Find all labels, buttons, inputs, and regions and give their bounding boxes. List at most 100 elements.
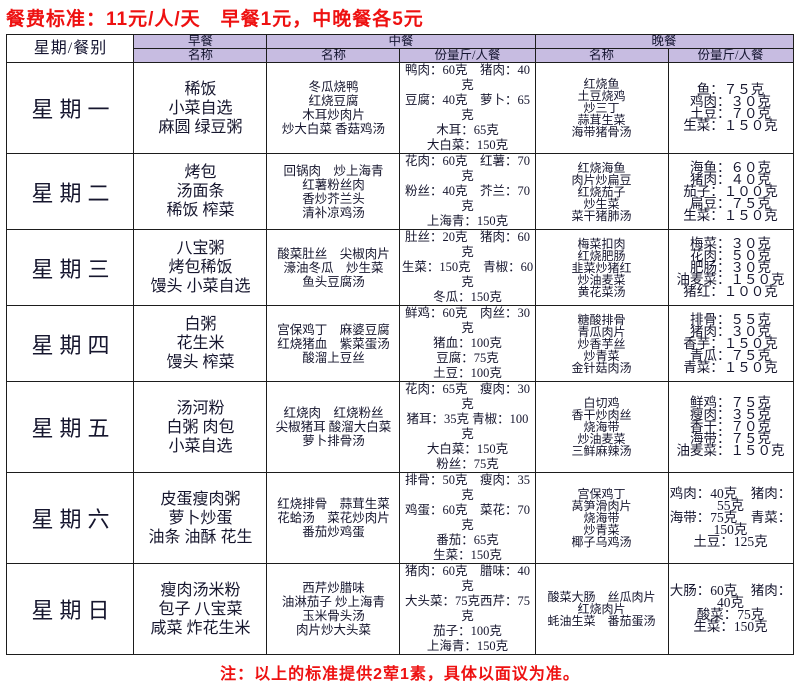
menu-line: 小菜自选	[168, 437, 233, 455]
menu-line: 红烧茄子	[577, 184, 626, 199]
menu-line: 猪耳：35克 青椒：100克	[406, 412, 529, 441]
menu-line: 白切鸡	[583, 396, 620, 410]
footer-note: 注：以上的标准提供2荤1素，具体以面议为准。	[220, 666, 580, 683]
lunch-portion-cell: 鲜鸡：60克 肉丝：30克 猪血：100克 豆腐：75克 土豆：100克	[399, 305, 536, 382]
menu-line: 酸菜：75克	[696, 607, 765, 622]
menu-line: 鸡肉：40克 猪肉：55克	[669, 486, 792, 513]
menu-line: 香干炒肉丝	[571, 408, 632, 422]
dinner-name-cell: 白切鸡 香干炒肉丝 烧海带 炒油麦菜 三鲜麻辣汤	[534, 381, 669, 473]
menu-line: 菜干猪肺汤	[571, 208, 632, 223]
menu-line: 香芋：１５０克	[683, 335, 778, 351]
day-cell: 星期四	[6, 305, 135, 382]
menu-line: 梅菜扣肉	[577, 236, 626, 251]
menu-line: 星期六	[31, 507, 116, 532]
menu-line: 上海青：150克	[426, 214, 509, 228]
lunch-name-cell: 西芹炒腊味 油淋茄子 炒上海青 玉米骨头汤 肉片炒大头菜	[266, 563, 401, 655]
menu-line: 排骨：50克 瘦肉：35克	[404, 473, 530, 503]
lunch-name-cell: 红烧肉 红烧粉丝 尖椒猪耳 酸溜大白菜 萝卜排骨汤	[266, 381, 401, 473]
menu-line: 香炒芥兰头	[302, 191, 365, 206]
dinner-portion-header: 份量斤/人餐	[667, 48, 794, 63]
breakfast-name-header: 名称	[133, 48, 268, 63]
dinner-name-cell: 糖酸排骨 青瓜肉片 炒香芋丝 炒青菜 金针菇肉汤	[534, 305, 669, 382]
menu-line: 红烧鱼	[583, 77, 620, 91]
menu-line: 海带猪骨汤	[571, 125, 632, 139]
menu-line: 宫保鸡丁 麻婆豆腐	[277, 322, 390, 337]
dinner-name-header: 名称	[534, 48, 669, 63]
menu-line: 青瓜肉片	[577, 324, 626, 339]
menu-line: 红烧豆腐	[308, 94, 359, 108]
menu-line: 宫保鸡丁	[577, 487, 626, 501]
menu-line: 茄子：100克	[433, 624, 502, 638]
menu-line: 肉片炒扁豆	[571, 172, 632, 187]
day-cell: 星期二	[6, 153, 135, 230]
breakfast-cell: 八宝粥 烤包稀饭 馒头 小菜自选	[133, 229, 268, 306]
menu-line: 炒三丁	[583, 101, 620, 115]
breakfast-cell: 烤包 汤面条 稀饭 榨菜	[133, 153, 268, 230]
menu-line: 大头菜：75克西芹：75克	[404, 594, 530, 623]
table-row: 星期一 稀饭 小菜自选 麻圆 绿豆粥 冬瓜烧鸭 红烧豆腐 木耳炒肉片 炒大白菜 香菇鸡汤 鸭肉：…	[6, 62, 794, 154]
lunch-name-cell: 冬瓜烧鸭 红烧豆腐 木耳炒肉片 炒大白菜 香菇鸡汤	[266, 62, 401, 154]
menu-line: 油麦菜：１５０克	[676, 443, 785, 458]
menu-line: 青瓜：７５克	[690, 347, 771, 363]
menu-line: 烧海带	[583, 420, 620, 434]
menu-line: 烤包	[184, 164, 217, 181]
menu-line: 上海青：150克	[426, 639, 509, 653]
menu-line: 海带：７５克	[690, 431, 771, 446]
dinner-name-cell: 宫保鸡丁 莴笋滑肉片 烧海带 炒青菜 椰子乌鸡汤	[534, 472, 669, 564]
lunch-portion-cell: 排骨：50克 瘦肉：35克 鸡蛋：60克 菜花：70克 番茄：65克 生菜：150克	[399, 472, 536, 564]
dinner-portion-cell: 排骨：５５克 猪肉：３０克 香芋：１５０克 青瓜：７５克 青菜：１５０克	[667, 305, 794, 382]
menu-line: 皮蛋瘦肉粥	[160, 490, 241, 508]
menu-line: 鲜鸡：７５克	[690, 395, 771, 410]
menu-line: 韭菜炒猪红	[571, 260, 632, 275]
menu-line: 生菜：１５０克	[683, 118, 778, 133]
menu-line: 生菜：150克 青椒：60克	[401, 260, 534, 289]
menu-line: 炒青菜	[583, 523, 620, 537]
menu-line: 星期四	[31, 332, 116, 358]
menu-line: 濠油冬瓜 炒生菜	[283, 260, 384, 275]
menu-line: 鲜鸡：60克 肉丝：30克	[404, 306, 530, 336]
table-row: 星期四 白粥 花生米 馒头 榨菜 宫保鸡丁 麻婆豆腐 红烧猪血 紫菜蛋汤 酸溜上豆丝 鲜鸡：6…	[6, 305, 794, 382]
menu-line: 花肉：65克 瘦肉：30克	[404, 382, 530, 412]
menu-line: 咸菜 炸花生米	[150, 619, 251, 637]
corner-header: 星期/餐别	[6, 34, 135, 63]
menu-line: 扁豆：７５克	[690, 195, 771, 211]
menu-line: 红薯粉丝肉	[302, 177, 365, 192]
menu-line: 酸菜大肠 丝瓜肉片	[547, 590, 656, 604]
menu-line: 冬瓜烧鸭	[308, 80, 359, 94]
breakfast-cell: 白粥 花生米 馒头 榨菜	[133, 305, 268, 382]
menu-line: 汤面条	[176, 183, 225, 200]
menu-line: 梅菜：３０克	[690, 235, 771, 251]
menu-line: 回锅肉 炒上海青	[283, 163, 384, 178]
table-row: 星期五 汤河粉 白粥 肉包 小菜自选 红烧肉 红烧粉丝 尖椒猪耳 酸溜大白菜 萝卜排骨汤 花肉…	[6, 381, 794, 473]
menu-line: 红烧排骨 蒜茸生菜	[277, 497, 390, 511]
menu-line: 三鲜麻辣汤	[571, 444, 632, 458]
menu-line: 豆腐：75克	[436, 351, 499, 365]
lunch-name-cell: 宫保鸡丁 麻婆豆腐 红烧猪血 紫菜蛋汤 酸溜上豆丝	[266, 305, 401, 382]
menu-line: 包子 八宝菜	[158, 600, 243, 618]
menu-line: 烤包稀饭	[168, 259, 233, 276]
dinner-header: 晚餐	[534, 34, 794, 49]
menu-line: 炒香芋丝	[577, 336, 626, 351]
menu-line: 蚝油生菜 番茄蛋汤	[547, 614, 656, 628]
dinner-portion-cell: 梅菜：３０克 花肉：５０克 肥肠：３０克 油麦菜：１５０克 猪红：１００克	[667, 229, 794, 306]
menu-line: 红烧肉片	[577, 602, 626, 616]
menu-line: 白粥 肉包	[166, 418, 235, 436]
day-cell: 星期日	[6, 563, 135, 655]
menu-line: 星期五	[31, 416, 116, 441]
menu-line: 椰子乌鸡汤	[571, 535, 632, 549]
menu-line: 番茄炒鸡蛋	[302, 525, 365, 539]
menu-line: 红烧猪血 紫菜蛋汤	[277, 336, 390, 351]
menu-line: 莴笋滑肉片	[571, 499, 632, 513]
menu-line: 炒青菜	[583, 348, 620, 363]
menu-line: 茄子：１００克	[683, 183, 778, 199]
dinner-portion-cell: 鸡肉：40克 猪肉：55克 海带：75克 青菜：150克 土豆：125克	[667, 472, 794, 564]
menu-line: 花肉：60克 红薯：70克	[404, 154, 530, 184]
breakfast-cell: 瘦肉汤米粉 包子 八宝菜 咸菜 炸花生米	[133, 563, 268, 655]
menu-line: 油条 油酥 花生	[148, 528, 253, 546]
menu-line: 黄花菜汤	[577, 284, 626, 299]
menu-line: 青菜：１５０克	[683, 359, 778, 375]
lunch-name-header: 名称	[266, 48, 401, 63]
lunch-name-cell: 酸菜肚丝 尖椒肉片 濠油冬瓜 炒生菜 鱼头豆腐汤	[266, 229, 401, 306]
menu-line: 大白菜：150克	[426, 138, 509, 152]
menu-line: 酸菜肚丝 尖椒肉片	[277, 246, 390, 261]
